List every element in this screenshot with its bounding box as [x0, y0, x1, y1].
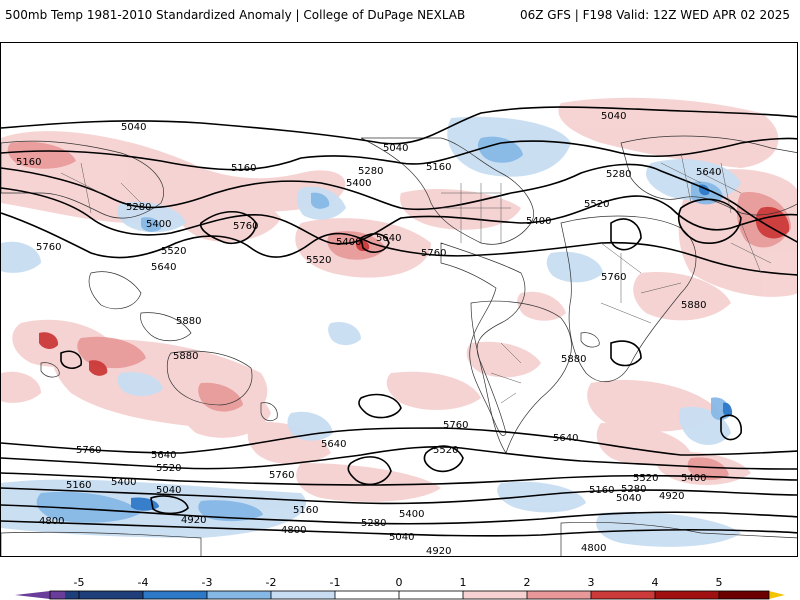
colorbar-segment: [591, 591, 655, 599]
model-run-info: 06Z GFS | F198 Valid: 12Z WED APR 02 202…: [519, 8, 790, 22]
contour-label: 5640: [151, 450, 176, 461]
contour-label: 5640: [376, 233, 401, 244]
contour-label: 5040: [601, 111, 626, 122]
contour-label: 5640: [696, 167, 721, 178]
contour-labels: 5040 5040 5040 5160 5160 5160 5280 5280 …: [16, 111, 721, 557]
colorbar-tick-label: -4: [137, 576, 149, 589]
contour-label: 4800: [581, 543, 606, 554]
contour-label: 5160: [16, 157, 41, 168]
colorbar-tick-label: -3: [201, 576, 213, 589]
contour-label: 5520: [156, 463, 181, 474]
contour-label: 5760: [233, 221, 258, 232]
colorbar-tick-label: 1: [459, 576, 467, 589]
contour-label: 5280: [361, 518, 386, 529]
map-panel: 5040 5040 5040 5160 5160 5160 5280 5280 …: [0, 42, 798, 557]
contour-label: 5040: [389, 532, 414, 543]
contour-label: 5760: [443, 420, 468, 431]
contour-label: 5640: [321, 439, 346, 450]
contour-label: 5760: [76, 445, 101, 456]
colorbar-segment: [207, 591, 271, 599]
contour-label: 5400: [111, 477, 136, 488]
colorbar-outline: [49, 590, 770, 600]
contour-label: 5160: [426, 162, 451, 173]
colorbar-tick-label: 4: [651, 576, 659, 589]
contour-label: 5280: [621, 484, 646, 495]
contour-label: 5040: [156, 485, 181, 496]
colorbar-strip: [15, 590, 785, 600]
contour-label: 5760: [36, 242, 61, 253]
contour-label: 5400: [336, 237, 361, 248]
map-title: 500mb Temp 1981-2010 Standardized Anomal…: [5, 8, 466, 22]
colorbar-min-arrow: [15, 591, 50, 599]
contour-label: 5040: [383, 143, 408, 154]
contour-label: 5280: [606, 169, 631, 180]
colorbar-tick-label: -5: [73, 576, 85, 589]
contour-label: 5040: [121, 122, 146, 133]
height-contours: [1, 106, 797, 537]
colorbar-tick-label: 2: [523, 576, 531, 589]
colorbar-segment: [719, 591, 769, 599]
anomaly-shading: [1, 97, 797, 547]
colorbar-tick-label: 0: [395, 576, 403, 589]
contour-label: 5880: [681, 300, 706, 311]
colorbar-segment: [50, 591, 65, 599]
contour-label: 5160: [231, 163, 256, 174]
contour-label: 5640: [553, 433, 578, 444]
contour-label: 4800: [281, 525, 306, 536]
header: 500mb Temp 1981-2010 Standardized Anomal…: [0, 0, 800, 30]
contour-label: 5400: [399, 509, 424, 520]
contour-label: 5760: [421, 248, 446, 259]
contour-label: 5880: [176, 316, 201, 327]
colorbar-segment: [463, 591, 527, 599]
colorbar-tick-label: 5: [715, 576, 723, 589]
contour-label: 5880: [561, 354, 586, 365]
contour-label: 5520: [433, 445, 458, 456]
contour-label: 5160: [293, 505, 318, 516]
colorbar-tick-label: 3: [587, 576, 595, 589]
map-canvas: 5040 5040 5040 5160 5160 5160 5280 5280 …: [1, 97, 797, 557]
contour-label: 5160: [66, 480, 91, 491]
contour-label: 5400: [346, 178, 371, 189]
colorbar-segment: [143, 591, 207, 599]
contour-label: 5160: [589, 485, 614, 496]
coastlines: [1, 135, 797, 556]
contour-label: 4920: [181, 515, 206, 526]
contour-label: 4920: [659, 491, 684, 502]
contour-label: 4920: [426, 546, 451, 557]
contour-label: 5520: [584, 199, 609, 210]
contour-label: 5280: [358, 166, 383, 177]
colorbar-tick-label: -2: [265, 576, 277, 589]
colorbar-segment: [271, 591, 335, 599]
colorbar-segment: [65, 591, 143, 599]
contour-label: 5040: [616, 493, 641, 504]
colorbar-segment: [527, 591, 591, 599]
colorbar-segment: [655, 591, 719, 599]
contour-label: 5520: [161, 246, 186, 257]
contour-label: 5760: [601, 272, 626, 283]
contour-label: 5280: [126, 202, 151, 213]
contour-label: 5400: [681, 473, 706, 484]
contour-label: 5520: [306, 255, 331, 266]
colorbar-max-arrow: [769, 591, 785, 599]
country-borders: [60, 152, 772, 404]
colorbar-tick-label: -1: [329, 576, 341, 589]
contour-label: 5640: [151, 262, 176, 273]
colorbar: -5 -4 -3 -2 -1 0 1 2 3 4 5: [0, 570, 800, 600]
contour-label: 5400: [146, 219, 171, 230]
contour-label: 5400: [526, 216, 551, 227]
contour-label: 5520: [633, 473, 658, 484]
contour-label: 5880: [173, 351, 198, 362]
contour-label: 4800: [39, 516, 64, 527]
contour-label: 5760: [269, 470, 294, 481]
